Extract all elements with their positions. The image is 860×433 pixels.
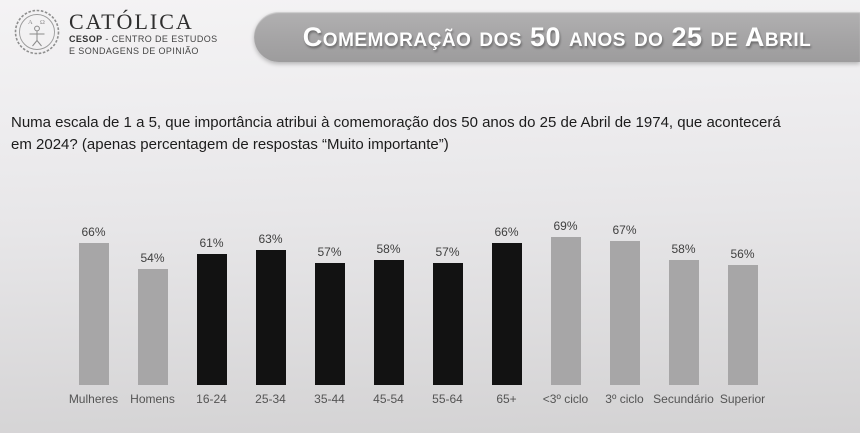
bar-slot: 57% bbox=[300, 210, 359, 385]
bar-category-slot: 25-34 bbox=[241, 392, 300, 407]
svg-text:Ω: Ω bbox=[40, 19, 45, 26]
bar bbox=[432, 262, 463, 385]
bar bbox=[314, 262, 345, 385]
bar bbox=[609, 241, 640, 385]
bar-value-label: 54% bbox=[140, 250, 165, 265]
bar-slot: 61% bbox=[182, 210, 241, 385]
question-line2: em 2024? (apenas percentagem de resposta… bbox=[11, 136, 449, 153]
bar-category-slot: Superior bbox=[713, 392, 772, 407]
question-line1: Numa escala de 1 a 5, que importância at… bbox=[11, 114, 781, 131]
bar-category-slot: 35-44 bbox=[300, 392, 359, 407]
title-banner: Comemoração dos 50 anos do 25 de Abril bbox=[254, 12, 860, 62]
bar-slot: 63% bbox=[241, 210, 300, 385]
bar-category-label: 25-34 bbox=[255, 392, 286, 406]
bar-slot: 69% bbox=[536, 210, 595, 385]
bar-category-label: 55-64 bbox=[432, 392, 463, 406]
bar-category-label: Secundário bbox=[653, 392, 714, 406]
bar-category-label: Superior bbox=[719, 392, 766, 406]
svg-text:A: A bbox=[28, 19, 33, 26]
bar-category-label: 3º ciclo bbox=[605, 392, 644, 406]
bar-value-label: 61% bbox=[199, 235, 224, 250]
catolica-logo: A Ω CATÓLICA CESOP - CENTRO DE ESTUDOS E… bbox=[13, 8, 218, 57]
bar-value-label: 69% bbox=[553, 218, 578, 233]
bar-category-slot: 65+ bbox=[477, 392, 536, 407]
bar-category-slot: 45-54 bbox=[359, 392, 418, 407]
bar-category-slot: 3º ciclo bbox=[595, 392, 654, 407]
bar-category-slot: 55-64 bbox=[418, 392, 477, 407]
question-text: Numa escala de 1 a 5, que importância at… bbox=[11, 112, 846, 156]
bar-value-label: 66% bbox=[494, 225, 519, 240]
bar-value-label: 66% bbox=[81, 225, 106, 240]
bar-category-label: 16-24 bbox=[196, 392, 227, 406]
brand-name: CATÓLICA bbox=[69, 9, 194, 34]
bar-slot: 66% bbox=[477, 210, 536, 385]
bar-category-label: 35-44 bbox=[314, 392, 345, 406]
bar-slot: 66% bbox=[64, 210, 123, 385]
bar-value-label: 58% bbox=[671, 242, 696, 257]
catolica-seal-icon: A Ω bbox=[14, 9, 60, 55]
bar-category-slot: Mulheres bbox=[64, 392, 123, 407]
bar-category-label: <3º ciclo bbox=[542, 392, 589, 406]
bar-category-label: 45-54 bbox=[373, 392, 404, 406]
cesop-rest: - CENTRO DE ESTUDOS bbox=[102, 34, 218, 44]
bar-slot: 57% bbox=[418, 210, 477, 385]
bar-value-label: 57% bbox=[317, 244, 342, 259]
bar-category-label: Mulheres bbox=[68, 392, 119, 406]
bar bbox=[137, 268, 168, 385]
bar-slot: 58% bbox=[654, 210, 713, 385]
bar-slot: 67% bbox=[595, 210, 654, 385]
logo-subtitle-line2: E SONDAGENS DE OPINIÃO bbox=[69, 45, 199, 56]
bar bbox=[255, 249, 286, 385]
bar bbox=[550, 236, 581, 385]
bar-value-label: 63% bbox=[258, 231, 283, 246]
bar-value-label: 67% bbox=[612, 223, 637, 237]
bar-chart: 66% 54% 61% 63% 57% 58% 57% 66% 69% 67% 58% 56% bbox=[64, 210, 772, 385]
bar-category-slot: Secundário bbox=[653, 392, 714, 407]
bar-category-label: Homens bbox=[130, 392, 175, 406]
bar-value-label: 56% bbox=[730, 246, 755, 261]
page-title: Comemoração dos 50 anos do 25 de Abril bbox=[302, 21, 812, 52]
bar-category-slot: 16-24 bbox=[182, 392, 241, 407]
bar bbox=[668, 260, 699, 385]
bar-category-slot: Homens bbox=[123, 392, 182, 407]
bar-category-slot: <3º ciclo bbox=[536, 392, 595, 407]
bar bbox=[196, 253, 227, 385]
bar-value-label: 58% bbox=[376, 242, 401, 257]
bar bbox=[373, 260, 404, 385]
bar-value-label: 57% bbox=[435, 244, 460, 259]
bar bbox=[491, 243, 522, 385]
bar-slot: 54% bbox=[123, 210, 182, 385]
cesop-label: CESOP bbox=[69, 34, 103, 44]
bar-slot: 56% bbox=[713, 210, 772, 385]
logo-text: CATÓLICA CESOP - CENTRO DE ESTUDOS E SON… bbox=[69, 8, 218, 57]
bar-slot: 58% bbox=[359, 210, 418, 385]
bar-chart-category-labels: Mulheres Homens 16-24 25-34 35-44 45-54 55-64 6… bbox=[64, 392, 772, 407]
bar bbox=[727, 264, 758, 385]
bar-category-label: 65+ bbox=[496, 392, 517, 406]
bar bbox=[78, 243, 109, 385]
logo-subtitle-line1: CESOP - CENTRO DE ESTUDOS bbox=[69, 34, 218, 46]
